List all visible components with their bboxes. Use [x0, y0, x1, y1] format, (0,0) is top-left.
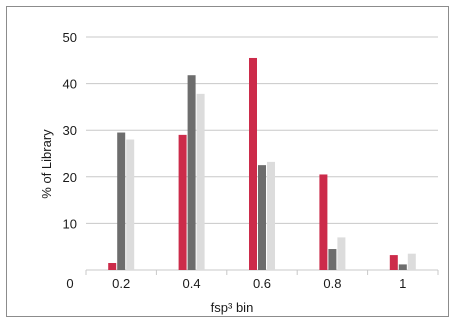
bar-series-2-0.2	[117, 132, 126, 270]
bar-series-1-0.2	[108, 263, 117, 270]
bars	[108, 57, 416, 271]
bar-series-2-0.8	[328, 249, 337, 270]
x-tick-label: 0.8	[323, 276, 341, 291]
bar-series-3-0.4	[196, 93, 205, 271]
x-tick-label: 0.2	[112, 276, 130, 291]
chart-frame: 10 20 30 40 50 0.2 0.4 0.6 0.8 1 0 fsp³ bin % of…	[6, 6, 449, 317]
y-tick-label: 10	[63, 216, 77, 231]
x-tick-label: 0.4	[183, 276, 201, 291]
bar-series-2-0.6	[258, 165, 266, 270]
x-tick-label: 0.6	[253, 276, 271, 291]
bar-series-3-0.8	[337, 237, 346, 270]
y-axis-title: % of Library	[39, 129, 54, 199]
y-tick-label: 20	[63, 170, 77, 185]
x-origin-label: 0	[66, 276, 73, 291]
x-axis-title: fsp³ bin	[211, 300, 254, 315]
x-tick-labels: 0.2 0.4 0.6 0.8 1	[112, 276, 406, 291]
bar-series-3-1	[407, 253, 416, 270]
bar-series-2-0.4	[187, 75, 196, 270]
y-tick-labels: 10 20 30 40 50	[63, 30, 77, 231]
y-tick-label: 40	[63, 77, 77, 92]
x-tick-label: 1	[399, 276, 406, 291]
bar-series-1-0.6	[249, 57, 257, 270]
bar-series-3-0.6	[267, 161, 275, 270]
bar-series-2-1	[398, 264, 407, 270]
bar-chart: 10 20 30 40 50 0.2 0.4 0.6 0.8 1 0 fsp³ bin % of…	[39, 30, 439, 315]
bar-series-1-0.4	[178, 134, 187, 270]
bar-series-3-0.2	[126, 139, 135, 270]
bar-series-1-0.8	[319, 174, 328, 270]
y-tick-label: 50	[63, 30, 77, 45]
y-tick-label: 30	[63, 123, 77, 138]
bar-series-1-1	[389, 255, 398, 270]
